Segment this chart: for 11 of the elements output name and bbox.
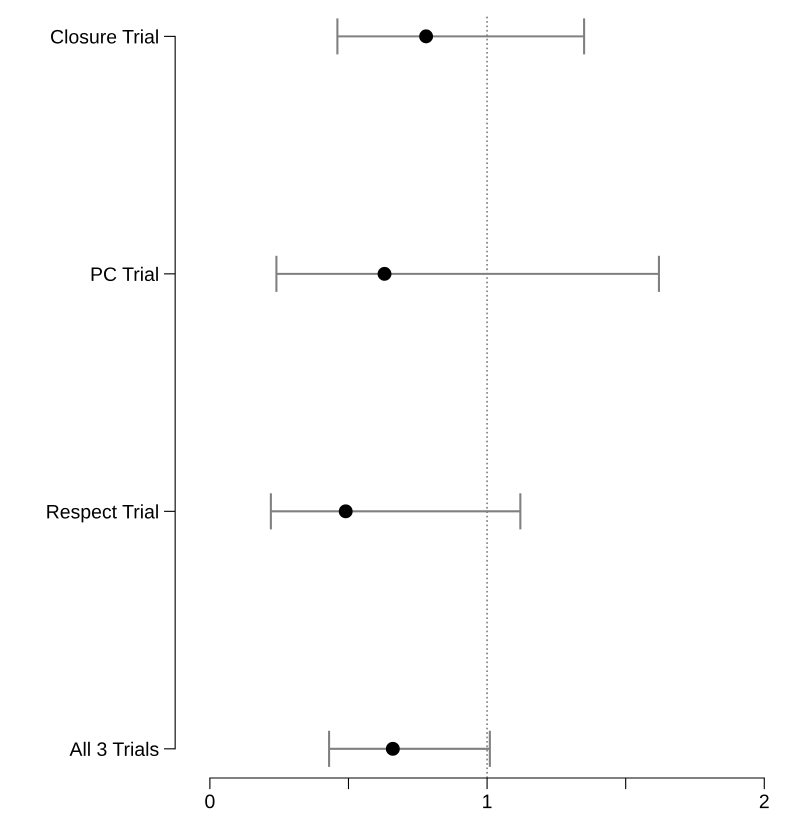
y-tick-label: All 3 Trials	[70, 742, 158, 756]
y-tick-label: Respect Trial	[47, 504, 158, 522]
point	[419, 29, 434, 44]
point	[338, 504, 353, 518]
x-tick-label: 1	[483, 794, 492, 808]
y-tick-label: Closure Trial	[51, 29, 158, 44]
point	[386, 742, 400, 756]
x-tick-label: 0	[205, 794, 215, 808]
point	[378, 266, 392, 281]
y-tick-label: PC Trial	[92, 266, 158, 282]
x-tick-label: 2	[760, 794, 769, 808]
